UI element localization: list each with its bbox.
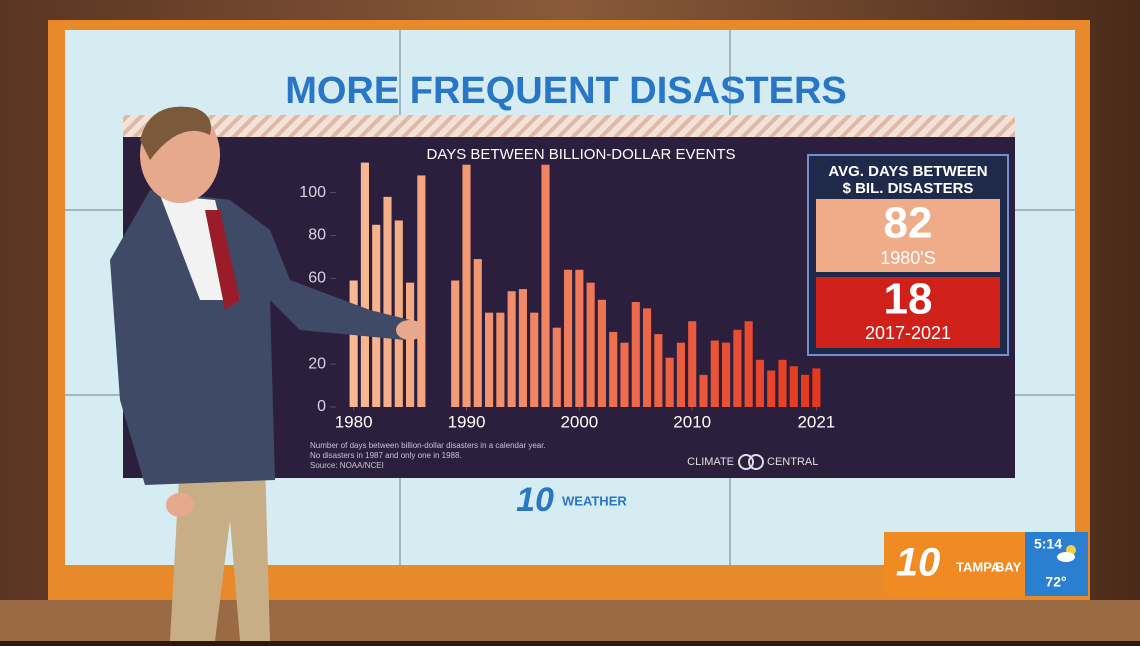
- hatch-stripe: [123, 115, 1015, 137]
- bug-name: TAMPA: [956, 559, 1001, 574]
- bar: [643, 308, 652, 407]
- x-tick-label: 1980: [335, 412, 373, 431]
- bar: [360, 162, 369, 407]
- footnote: No disasters in 1987 and only one in 198…: [310, 451, 462, 460]
- chart-subtitle: DAYS BETWEEN BILLION-DOLLAR EVENTS: [427, 146, 736, 163]
- bar: [733, 329, 742, 407]
- bar: [541, 164, 550, 407]
- y-tick-label: 100: [299, 184, 326, 201]
- bug-number: 10: [896, 541, 941, 585]
- bar: [383, 196, 392, 407]
- wall-logo-text: WEATHER: [562, 493, 627, 508]
- footnote: Source: NOAA/NCEI: [310, 461, 384, 470]
- credit: CENTRAL: [767, 456, 818, 468]
- bar: [451, 280, 460, 407]
- bar: [631, 301, 640, 407]
- bar: [699, 374, 708, 407]
- bar: [349, 280, 358, 407]
- bug-time: 5:14: [1034, 536, 1062, 552]
- bar: [710, 340, 719, 407]
- bug-temperature: 72°: [1045, 574, 1066, 590]
- bar: [564, 269, 573, 407]
- bar: [801, 374, 810, 407]
- bar: [654, 334, 663, 407]
- wall-title: MORE FREQUENT DISASTERS: [285, 70, 847, 112]
- plot: 02040608010019801990200020102021: [299, 162, 835, 431]
- presenter: [110, 106, 424, 641]
- stat-label: 2017-2021: [865, 323, 951, 343]
- y-tick-label: 80: [308, 227, 326, 244]
- bar: [597, 299, 606, 407]
- bar: [406, 282, 415, 407]
- credit: CLIMATE: [687, 456, 734, 468]
- bar: [552, 327, 561, 407]
- bar: [575, 269, 584, 407]
- bar: [394, 220, 403, 407]
- stat-value: 18: [884, 275, 933, 324]
- stat-box: [816, 277, 1000, 348]
- credit-logo: [738, 454, 764, 470]
- panel-heading: $ BIL. DISASTERS: [843, 180, 974, 197]
- bar: [485, 312, 494, 407]
- stat-box: [816, 199, 1000, 272]
- bar: [744, 321, 753, 407]
- bar: [767, 370, 776, 407]
- x-tick-label: 1990: [448, 412, 486, 431]
- bar: [688, 321, 697, 407]
- bar: [518, 289, 527, 407]
- bar: [665, 357, 674, 407]
- panel-heading: AVG. DAYS BETWEEN: [828, 163, 987, 180]
- footnote: Number of days between billion-dollar di…: [310, 441, 546, 450]
- bar: [755, 359, 764, 407]
- x-tick-label: 2021: [797, 412, 835, 431]
- bar: [530, 312, 539, 407]
- bar: [417, 175, 426, 407]
- bar: [676, 342, 685, 407]
- x-tick-label: 2000: [560, 412, 598, 431]
- stat-label: 1980'S: [880, 248, 936, 268]
- x-tick-label: 2010: [673, 412, 711, 431]
- y-tick-label: 0: [317, 398, 326, 415]
- stat-value: 82: [884, 199, 933, 248]
- bar: [722, 342, 731, 407]
- bar: [789, 366, 798, 407]
- bar: [609, 331, 618, 407]
- weather-icon: [1057, 545, 1076, 562]
- bar: [778, 359, 787, 407]
- bug-name: BAY: [995, 559, 1022, 574]
- wall-logo-number: 10: [516, 481, 554, 519]
- bar: [462, 164, 471, 407]
- bar: [620, 342, 629, 407]
- y-tick-label: 60: [308, 270, 326, 287]
- bar: [812, 368, 821, 407]
- bar: [473, 259, 482, 407]
- bar: [496, 312, 505, 407]
- bar: [507, 291, 516, 407]
- bug-weather: [1025, 532, 1088, 596]
- bug-brand: [884, 532, 1025, 596]
- y-tick-label: 20: [308, 355, 326, 372]
- bar: [586, 282, 595, 407]
